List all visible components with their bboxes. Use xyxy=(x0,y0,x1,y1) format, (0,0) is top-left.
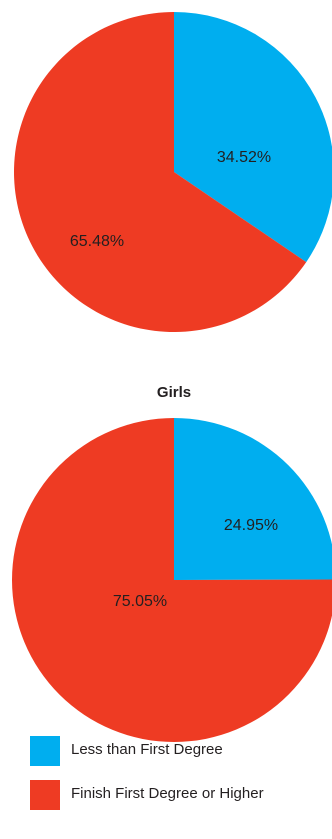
boys-pie-svg: 34.52% 65.48% xyxy=(14,12,332,332)
slice-data-label: 34.52% xyxy=(217,149,271,166)
slice-less-than-first-degree xyxy=(174,12,332,263)
slice-data-label: 24.95% xyxy=(224,517,278,534)
girls-pie-chart: Girls 24.95% 75.05% xyxy=(0,382,332,742)
girls-pie-svg: 24.95% 75.05% xyxy=(12,418,332,742)
girls-chart-title: Girls xyxy=(156,384,192,401)
slice-data-label: 75.05% xyxy=(113,593,167,610)
slice-finish-first-degree xyxy=(14,12,307,332)
legend-label: Less than First Degree xyxy=(71,741,223,758)
slice-finish-first-degree xyxy=(12,418,332,742)
slice-less-than-first-degree xyxy=(174,418,332,580)
legend-swatch-red xyxy=(30,780,60,810)
legend-swatch-blue xyxy=(30,736,60,766)
boys-pie-chart: Boys 34.52%65.48% xyxy=(0,6,332,332)
legend-label: Finish First Degree or Higher xyxy=(71,785,264,802)
slice-data-label: 65.48% xyxy=(70,233,124,250)
